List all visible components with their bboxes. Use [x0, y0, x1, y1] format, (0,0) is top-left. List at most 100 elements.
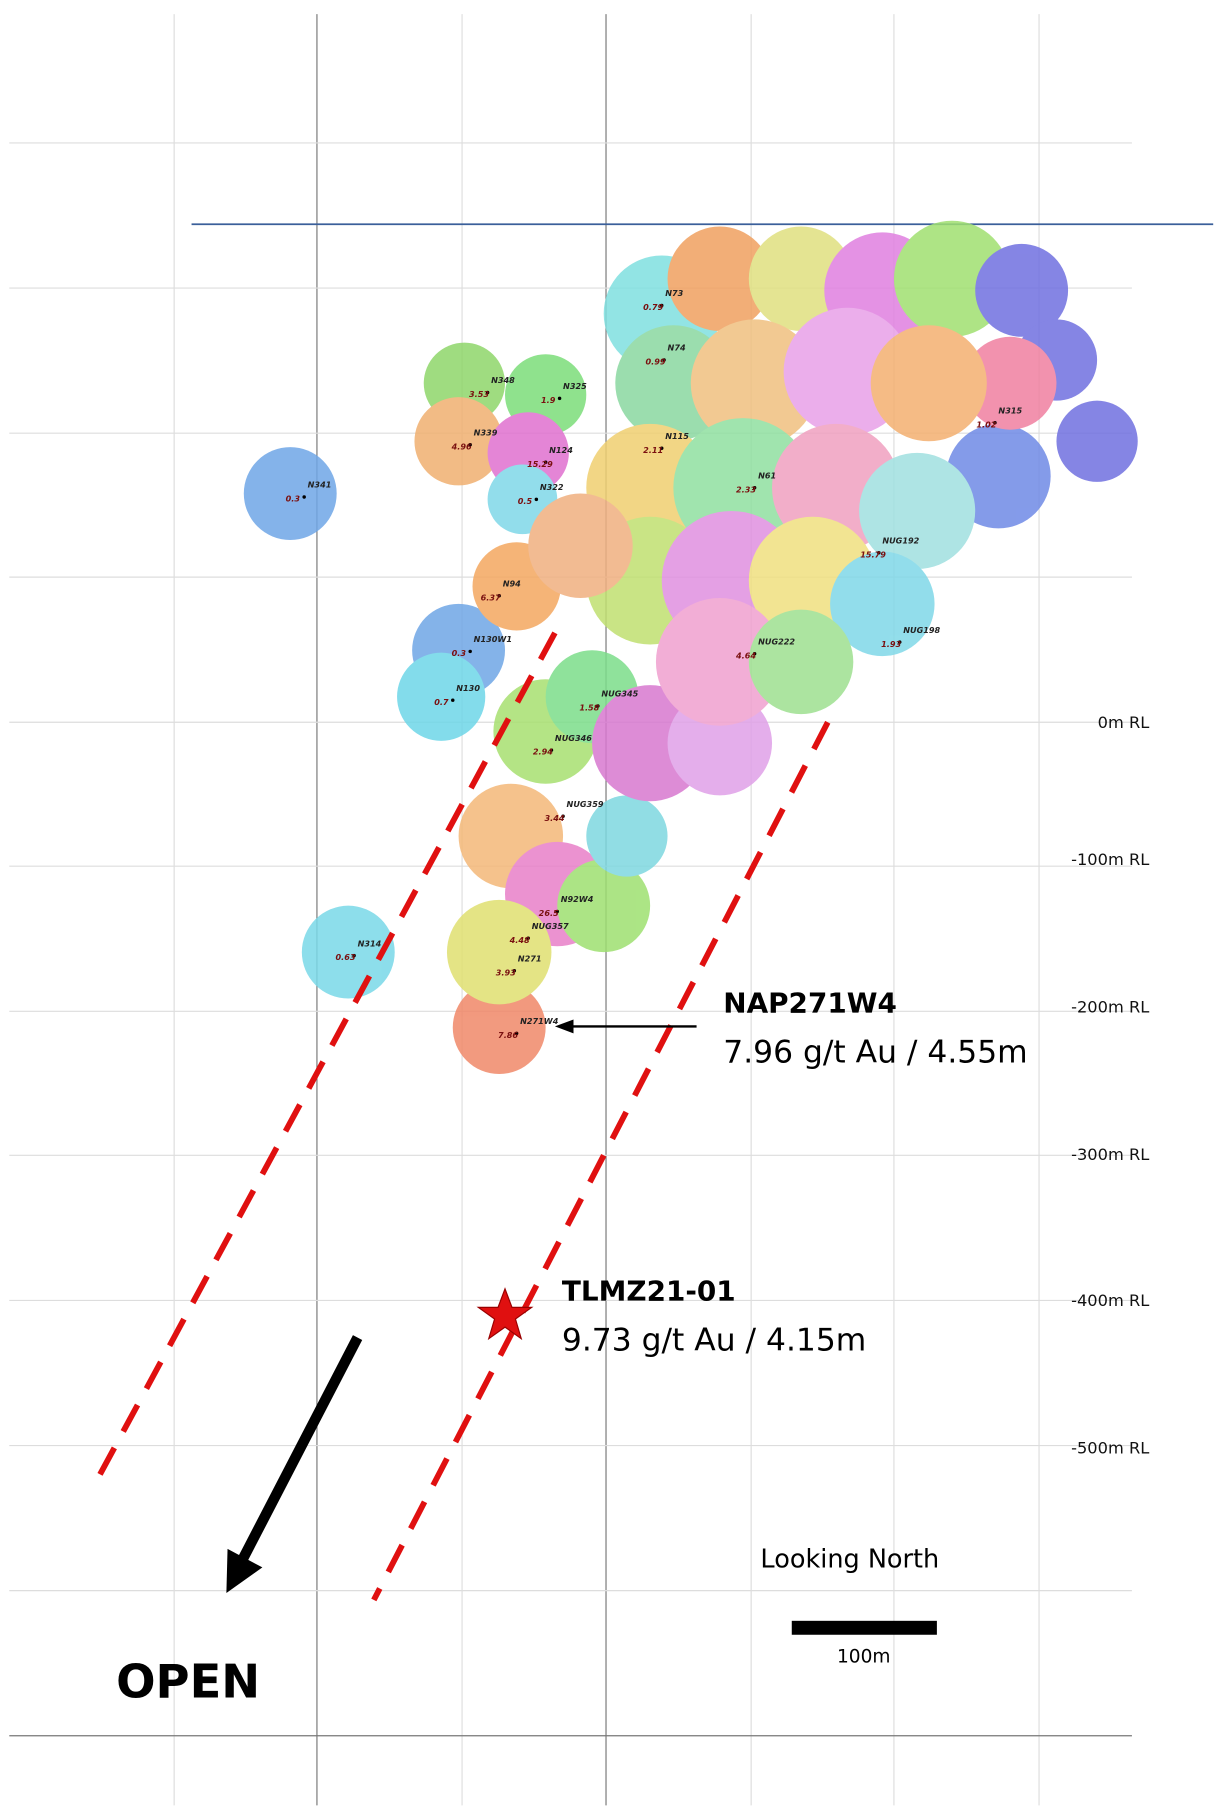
open-arrow — [236, 1335, 363, 1565]
arrowhead — [554, 1019, 574, 1034]
rl-label: -400m RL — [1071, 1291, 1149, 1310]
hole-label: N61 — [758, 470, 776, 480]
grade-label: 26.5 — [539, 908, 559, 918]
pierce-point — [555, 909, 559, 914]
open-label: OPEN — [116, 1654, 260, 1708]
pierce-point — [468, 443, 472, 447]
grade-label: 0.5 — [518, 496, 533, 506]
pierce-point — [497, 593, 501, 598]
grade-label: 2.11 — [643, 445, 663, 455]
pierce-point — [752, 652, 757, 656]
pierce-point — [302, 495, 306, 499]
contour-blob — [975, 243, 1069, 337]
grade-label: 0.3 — [452, 648, 467, 658]
callout-result: 9.73 g/t Au / 4.15m — [562, 1322, 866, 1358]
rl-label: -500m RL — [1071, 1439, 1149, 1458]
pierce-point — [534, 497, 539, 502]
hole-label: N74 — [668, 343, 686, 353]
hole-label: N94 — [503, 578, 521, 588]
hole-label: N124 — [549, 445, 573, 455]
grade-label: 0.99 — [645, 357, 665, 367]
pierce-point — [662, 358, 666, 362]
contour-blob — [655, 598, 784, 726]
contour-blob — [667, 226, 773, 332]
hole-label: NUG192 — [882, 535, 919, 545]
scale-bar — [791, 1620, 937, 1635]
grade-label: 3.93 — [496, 967, 516, 977]
intercept-star — [476, 1287, 534, 1341]
pierce-point — [543, 460, 548, 464]
hole-label: N130 — [456, 683, 480, 693]
hole-label: N314 — [358, 938, 382, 948]
callout-hole: TLMZ21-01 — [562, 1274, 736, 1307]
hole-label: N325 — [563, 381, 587, 391]
grade-label: 15.29 — [527, 459, 553, 469]
pierce-point — [561, 814, 565, 819]
contour-blob — [1056, 400, 1138, 482]
pierce-point — [993, 420, 997, 425]
grade-label: 4.96 — [451, 441, 472, 451]
contour-blob — [963, 336, 1057, 430]
contour-blob — [748, 609, 854, 715]
rl-label: -100m RL — [1071, 850, 1149, 869]
hole-label: NUG357 — [532, 921, 569, 931]
contour-blob — [557, 859, 651, 953]
pierce-point — [897, 640, 902, 644]
arrowhead — [226, 1548, 263, 1593]
contour-blob — [586, 795, 668, 877]
hole-label: N315 — [998, 405, 1022, 415]
grade-contours — [243, 220, 1138, 1075]
grade-label: 1.58 — [579, 703, 599, 713]
grade-label: 7.86 — [498, 1030, 518, 1040]
pierce-point — [660, 446, 664, 451]
hole-label: N115 — [665, 431, 689, 441]
hole-label: NUG345 — [601, 689, 638, 699]
pierce-point — [352, 953, 356, 958]
pierce-point — [596, 704, 600, 708]
hole-label: NUG346 — [555, 733, 592, 743]
rl-label: -200m RL — [1071, 997, 1149, 1016]
zone-boundary — [96, 631, 558, 1479]
grade-label: 0.7 — [434, 697, 449, 707]
contour-blob — [830, 551, 935, 657]
callout-result: 7.96 g/t Au / 4.55m — [723, 1034, 1027, 1070]
hole-label: NUG222 — [758, 636, 795, 646]
grade-label: 2.94 — [533, 747, 553, 757]
hole-label: NUG359 — [567, 799, 604, 809]
hole-label: N92W4 — [561, 894, 594, 904]
grade-label: 3.44 — [544, 813, 564, 823]
hole-label: N130W1 — [474, 634, 512, 644]
pierce-point — [549, 748, 554, 752]
grade-label: 6.37 — [481, 592, 501, 602]
contour-blob — [446, 899, 552, 1005]
grade-label: 4.64 — [735, 650, 756, 660]
contour-blob — [301, 905, 395, 999]
grade-label: 2.33 — [736, 484, 756, 494]
grade-label: 0.3 — [286, 494, 301, 504]
hole-label: N73 — [665, 288, 683, 298]
rl-label: -300m RL — [1071, 1145, 1149, 1164]
grade-label: 0.63 — [336, 952, 356, 962]
grade-label: 1.9 — [541, 395, 556, 405]
hole-label: N322 — [540, 482, 564, 492]
hole-label: N271 — [518, 953, 542, 963]
contour-blob — [859, 452, 976, 570]
pierce-point — [752, 485, 757, 490]
callout-hole: NAP271W4 — [723, 986, 897, 1019]
pierce-point — [526, 936, 530, 940]
contour-blob — [397, 652, 486, 741]
contour-blob — [452, 981, 546, 1075]
zone-boundary — [371, 720, 831, 1602]
pierce-point — [451, 698, 455, 702]
pierce-point — [877, 551, 881, 555]
pierce-point — [557, 396, 562, 401]
scale-label: 100m — [837, 1647, 891, 1668]
grade-label: 4.48 — [509, 935, 530, 945]
pierce-point — [660, 303, 664, 308]
grade-label: 1.02 — [976, 419, 996, 429]
view-label: Looking North — [760, 1544, 939, 1574]
grade-label: 3.53 — [469, 389, 489, 399]
contour-blob — [528, 493, 633, 599]
